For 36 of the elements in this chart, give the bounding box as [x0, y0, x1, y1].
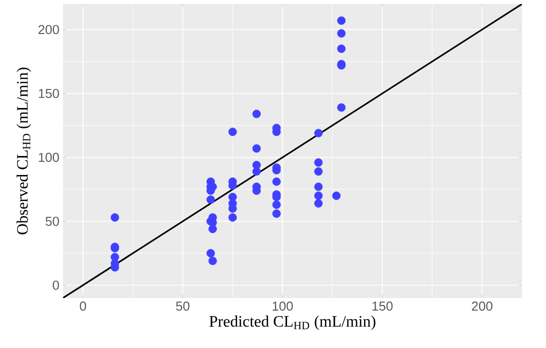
y-tick-label: 0: [52, 280, 59, 290]
point: [110, 213, 120, 222]
point: [206, 249, 215, 258]
point: [337, 16, 346, 25]
x-axis-title: Predicted CL$_{HD}$ (mL/min): [209, 316, 376, 330]
point: [314, 128, 323, 138]
point: [332, 192, 341, 200]
point: [314, 167, 323, 176]
point: [314, 192, 323, 200]
point: [208, 224, 217, 234]
y-tick-label: 150: [38, 88, 59, 98]
point: [228, 213, 237, 222]
point: [337, 103, 346, 112]
x-tick-label: 100: [272, 302, 293, 311]
point: [252, 167, 261, 176]
x-tick-label: 50: [176, 302, 190, 311]
point: [314, 158, 323, 167]
x-tick-label: 200: [472, 302, 492, 311]
point: [252, 144, 261, 153]
y-tick-label: 50: [46, 216, 59, 226]
point: [337, 44, 346, 53]
point: [337, 29, 346, 38]
point: [272, 177, 281, 186]
point: [252, 110, 261, 118]
x-tick-label: 0: [80, 302, 86, 311]
point: [272, 200, 281, 209]
y-axis-title: Observed CL$_{HD}$ (mL/min): [16, 68, 32, 234]
point: [314, 199, 323, 208]
y-tick-label: 100: [38, 152, 59, 162]
point: [272, 209, 281, 218]
point: [228, 128, 237, 136]
point: [314, 182, 323, 191]
x-tick-label: 150: [372, 302, 393, 311]
point: [206, 195, 215, 204]
y-tick-label: 200: [38, 24, 59, 34]
point: [208, 256, 217, 266]
